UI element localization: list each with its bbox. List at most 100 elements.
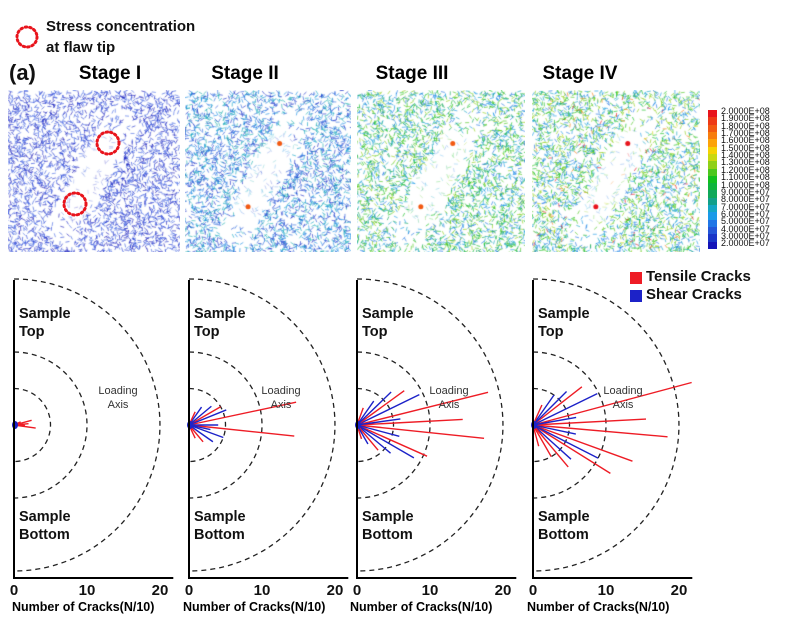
colorbar-step [708,131,717,140]
colorbar-step [708,168,717,176]
tensile-crack-spoke [356,391,489,426]
loading-axis-label: Axis [271,399,292,411]
stage-title-2: Stage II [211,63,279,84]
ring-20 [356,278,504,572]
shear-crack-spoke [532,424,599,459]
colorbar-step [708,124,717,132]
loading-axis-label: Loading [603,385,642,397]
stage-title-4: Stage IV [542,63,618,84]
tensile-crack-spoke [532,418,647,426]
x-axis-label: Number of Cracks(N/10) [183,600,326,614]
sample-top-label: Sample [194,306,246,322]
shear-legend-label: Shear Cracks [646,286,742,303]
tensile-crack-spoke [356,424,428,457]
colorbar-tick-label: 5.0000E+07 [721,216,770,227]
colorbar-step [708,205,717,213]
tensile-crack-spoke [188,401,297,426]
rose-diagram-2: 0 10 20 Sample Top Sample Bottom Loading Axis [185,278,349,599]
shear-crack-spoke [532,393,598,426]
colorbar-tick-label: 9.0000E+07 [721,186,770,197]
shear-crack-spoke [356,391,392,426]
colorbar [708,110,717,249]
ring-5 [13,387,52,463]
shear-crack-spoke [188,424,214,443]
colorbar-step [708,175,717,184]
tensile-crack-spoke [532,424,668,438]
colorbar-tick-label: 1.7000E+08 [721,128,770,139]
loading-axis-label: Loading [429,385,468,397]
shear-crack-spoke [356,424,415,459]
colorbar-tick-label: 6.0000E+07 [721,208,770,219]
ring-20 [188,278,336,572]
tensile-crack-spoke [356,424,485,440]
x-tick-label: 20 [327,582,344,599]
colorbar-tick-label: 7.0000E+07 [721,201,770,212]
stress-contour-stage-3 [357,90,525,252]
loading-axis-label: Axis [108,399,129,411]
colorbar-tick-label: 1.2000E+08 [721,164,770,175]
sample-bottom-label: Bottom [362,527,413,543]
colorbar-tick-label: 1.6000E+08 [721,135,770,146]
colorbar-step [708,212,717,220]
shear-crack-spoke [188,424,224,439]
flaw-tip-marker-lower [62,191,88,217]
tensile-crack-spoke [356,390,405,426]
shear-crack-spoke [532,424,576,435]
colorbar-step [708,117,717,125]
sample-bottom-label: Sample [19,509,71,525]
ring-20 [532,278,680,572]
tensile-crack-spoke [532,381,692,426]
colorbar-tick-label: 2.0000E+07 [721,238,770,249]
colorbar-tick-label: 3.0000E+07 [721,230,770,241]
ring-20 [13,278,161,572]
ring-5 [356,387,395,463]
tensile-crack-spoke [532,424,552,457]
sample-bottom-label: Sample [362,509,414,525]
colorbar-step [708,234,717,242]
sample-top-label: Top [194,324,220,340]
stress-contour-stage-4 [532,90,700,252]
shear-crack-spoke [532,390,568,426]
rose-diagram-1: 0 10 20 Sample Top Sample Bottom Loading Axis [10,278,174,599]
shear-crack-spoke [356,424,400,438]
shear-crack-spoke [356,400,375,426]
panel-label: (a) [9,60,36,85]
x-axis-label: Number of Cracks(N/10) [527,600,670,614]
x-tick-label: 0 [353,582,361,599]
colorbar-step [708,146,717,154]
x-tick-label: 10 [254,582,271,599]
sample-top-label: Top [362,324,388,340]
tensile-crack-spoke [532,424,633,462]
shear-crack-spoke [356,393,420,426]
colorbar-step [708,227,717,235]
colorbar-tick-label: 4.0000E+07 [721,223,770,234]
flaw-tip-markers [62,130,121,217]
colorbar-step [708,110,717,118]
sample-bottom-label: Sample [194,509,246,525]
sample-bottom-label: Sample [538,509,590,525]
x-tick-label: 0 [185,582,193,599]
stress-contour-stage-2 [185,90,351,252]
colorbar-tick-label: 2.0000E+08 [721,106,770,116]
loading-axis-label: Loading [261,385,300,397]
x-tick-label: 20 [495,582,512,599]
colorbar-step [708,190,717,198]
colorbar-step [708,241,717,249]
sample-top-label: Sample [19,306,71,322]
flaw-tip-marker-upper [95,130,121,156]
colorbar-tick-label: 1.1000E+08 [721,172,770,183]
sample-top-label: Sample [362,306,414,322]
legend-line-1: Stress concentration [46,18,196,35]
colorbar-tick-label: 1.8000E+08 [721,120,770,131]
stage-title-3: Stage III [375,63,449,84]
tensile-legend-label: Tensile Cracks [646,268,751,285]
tensile-crack-spoke [188,424,295,437]
ring-5 [188,387,227,463]
x-tick-label: 20 [152,582,169,599]
tensile-crack-spoke [532,424,569,468]
colorbar-tick-label: 1.0000E+08 [721,179,770,190]
x-tick-label: 0 [529,582,537,599]
colorbar-step [708,183,717,191]
colorbar-tick-label: 1.3000E+08 [721,157,770,168]
stage-title-1: Stage I [78,63,142,84]
